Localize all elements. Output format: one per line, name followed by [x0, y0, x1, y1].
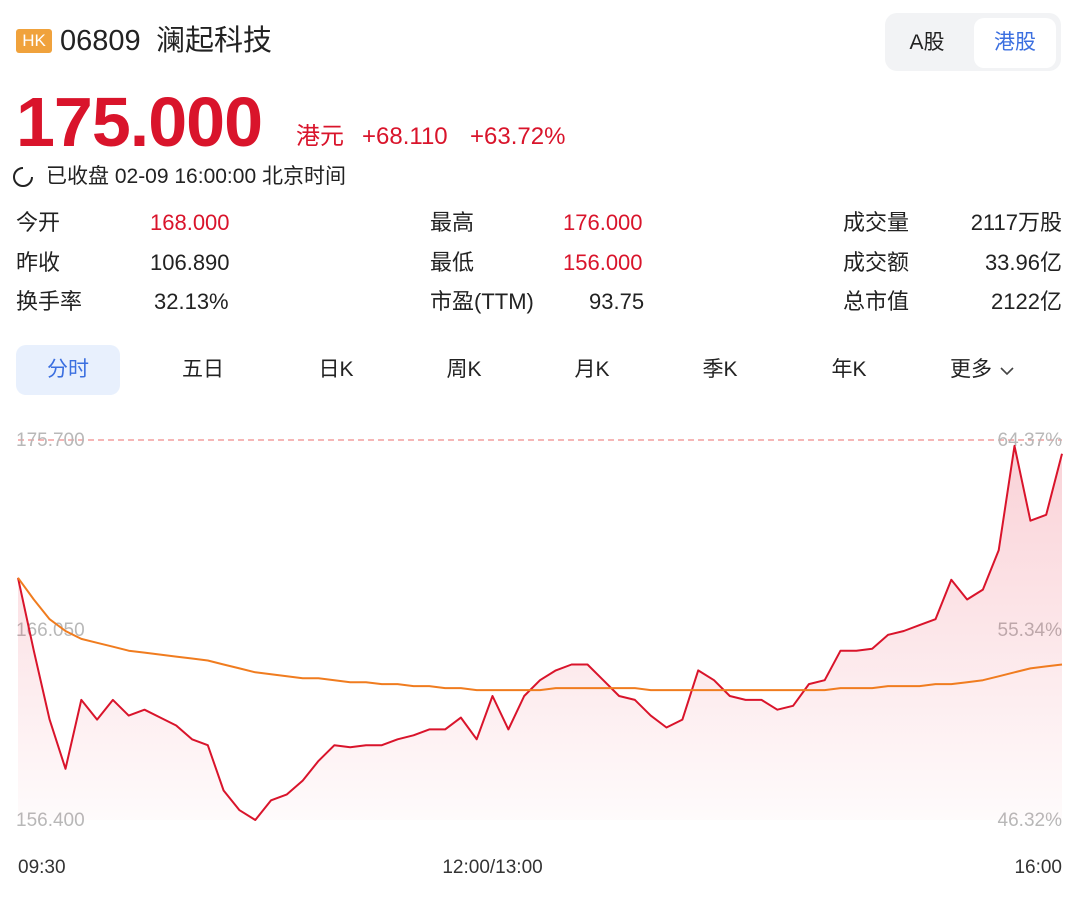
change: +68.110 — [362, 123, 448, 150]
stock-name: 澜起科技 — [156, 25, 273, 57]
x-tick-label: 16:00 — [1014, 857, 1062, 878]
intraday-chart: 175.700166.050156.40064.37%55.34%46.32%0… — [16, 430, 1063, 878]
price-line — [17, 444, 1063, 821]
status: 已收盘 02-09 16:00:00 北京时间 — [46, 165, 346, 188]
stat-label: 成交量 — [843, 210, 910, 235]
x-tick-label: 09:30 — [18, 857, 66, 878]
stat-value: 106.890 — [150, 250, 230, 275]
status-icon — [13, 167, 33, 187]
toggle-a[interactable]: A股 — [909, 31, 945, 54]
stat-label: 成交额 — [843, 250, 910, 275]
x-tick-label: 12:00/13:00 — [442, 857, 542, 878]
stat-value: 2117万股 — [970, 210, 1062, 235]
y-tick-label: 175.700 — [16, 430, 85, 451]
average-line — [17, 577, 1063, 692]
price: 175.000 — [16, 83, 263, 161]
stat-label: 最高 — [430, 210, 475, 235]
period-tab[interactable]: 年K — [831, 358, 867, 381]
period-tab[interactable]: 分时 — [16, 345, 120, 395]
y2-tick-label: 64.37% — [998, 430, 1063, 451]
stat-value: 168.000 — [150, 210, 230, 235]
stat-value: 32.13% — [154, 289, 229, 314]
period-tab[interactable]: 月K — [574, 358, 610, 381]
price-unit: 港元 — [296, 123, 344, 150]
price-area — [18, 445, 1062, 820]
stock-code: 06809 — [60, 25, 141, 57]
toggle-hk[interactable]: 港股 — [974, 18, 1056, 68]
period-tab[interactable]: 季K — [702, 358, 738, 381]
stat-label: 最低 — [430, 250, 475, 275]
stat-value: 176.000 — [563, 210, 643, 235]
period-tab[interactable]: 周K — [446, 358, 482, 381]
period-tab[interactable]: 日K — [318, 358, 354, 381]
stat-label: 总市值 — [843, 289, 910, 314]
stat-label: 今开 — [16, 210, 61, 235]
market-badge: HK — [16, 29, 52, 53]
stat-label: 换手率 — [16, 289, 83, 314]
stat-value: 156.000 — [563, 250, 643, 275]
stat-value: 33.96亿 — [984, 250, 1062, 275]
stat-label: 昨收 — [16, 250, 61, 275]
stat-label: 市盈(TTM) — [430, 289, 534, 314]
dropdown-arrow — [1000, 367, 1014, 376]
change-pct: +63.72% — [470, 123, 566, 150]
y-tick-label: 166.050 — [16, 620, 85, 641]
period-tab[interactable]: 更多 — [930, 345, 1034, 395]
stat-value: 93.75 — [589, 289, 645, 314]
stat-value: 2122亿 — [991, 289, 1062, 314]
period-tab[interactable]: 五日 — [182, 358, 224, 381]
